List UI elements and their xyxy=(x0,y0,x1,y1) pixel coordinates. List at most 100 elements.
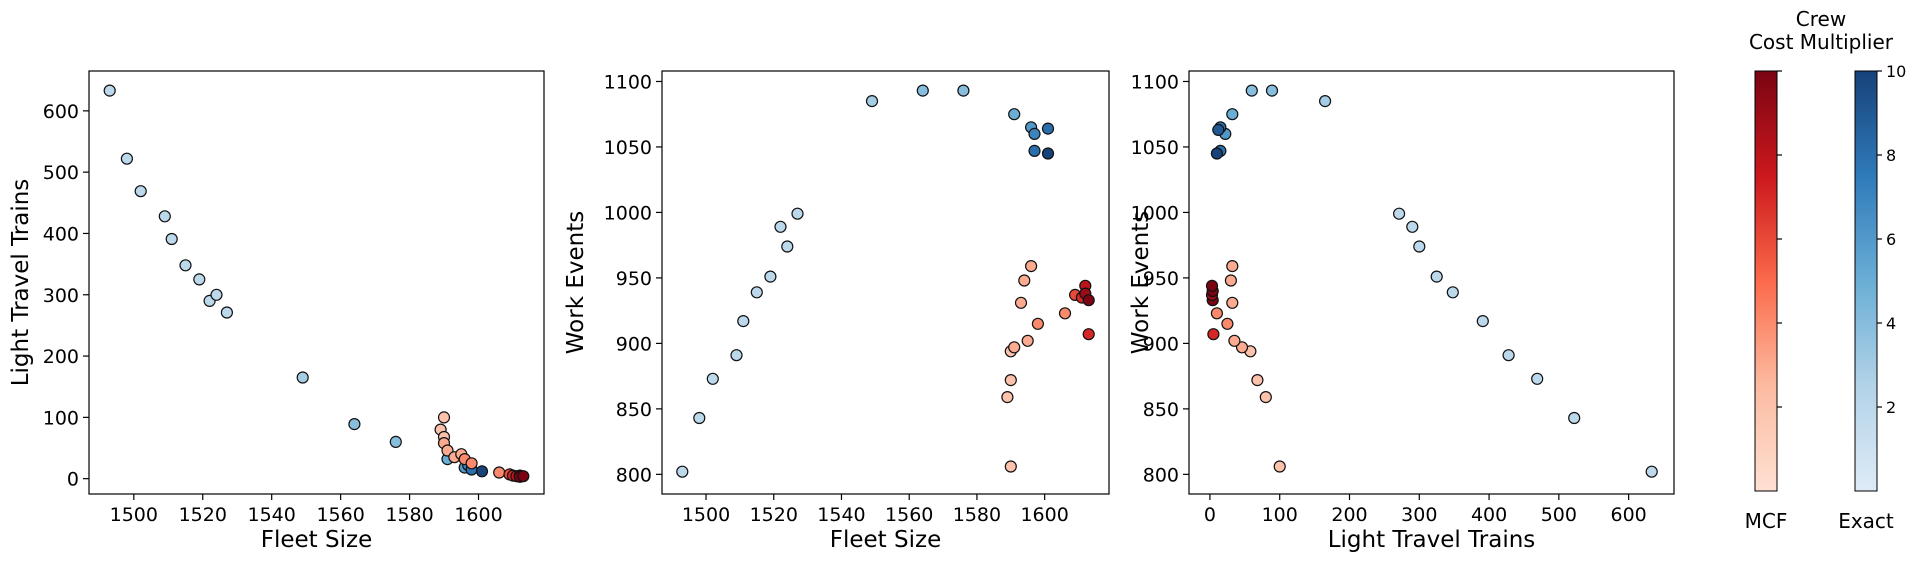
colorbar-title-line2: Cost Multiplier xyxy=(1749,30,1894,54)
exact-point xyxy=(1028,127,1041,140)
x-tick-label: 500 xyxy=(1541,504,1577,526)
exact-point xyxy=(1446,286,1459,299)
exact-point xyxy=(296,371,309,384)
x-tick-label: 1560 xyxy=(316,504,364,526)
x-tick-label: 0 xyxy=(1204,504,1216,526)
exact-point xyxy=(103,84,116,97)
x-tick-label: 600 xyxy=(1611,504,1647,526)
mcf-point xyxy=(1021,334,1034,347)
mcf-point xyxy=(1224,274,1238,287)
exact-point xyxy=(1392,207,1406,220)
y-tick-label: 1000 xyxy=(1131,202,1179,224)
exact-point xyxy=(1476,315,1489,328)
exact-point xyxy=(1413,240,1426,253)
colorbar-tick-label: 10 xyxy=(1886,62,1906,81)
x-tick-label: 1520 xyxy=(750,504,798,526)
exact-point xyxy=(1645,465,1658,478)
y-tick-label: 300 xyxy=(43,285,79,307)
exact-point xyxy=(389,435,402,448)
exact-point xyxy=(781,240,794,253)
scatter-panel-light-travel-vs-work-events: 0 100 200 300 400 500 600 800 850 900 950 1000 1050 1… xyxy=(1128,70,1675,553)
y-tick-label: 1000 xyxy=(604,202,652,224)
y-tick-label: 400 xyxy=(43,223,79,245)
exact-point xyxy=(1502,349,1515,362)
mcf-point xyxy=(1024,260,1038,273)
x-tick-label: 1600 xyxy=(454,504,502,526)
x-tick-label: 300 xyxy=(1401,504,1437,526)
x-axis-label: Fleet Size xyxy=(261,527,372,553)
mcf-point xyxy=(1004,374,1017,387)
mcf-point xyxy=(1004,460,1017,473)
mcf-point xyxy=(437,411,451,424)
exact-point xyxy=(1406,220,1419,233)
mcf-point xyxy=(1221,317,1234,330)
exact-point xyxy=(158,210,171,223)
exact-point xyxy=(165,232,178,246)
plot-frame xyxy=(1188,70,1675,495)
colorbar-exact xyxy=(1854,70,1878,492)
exact-point xyxy=(1568,411,1581,425)
y-tick-label: 600 xyxy=(43,101,79,123)
scatter-panel-fleet-vs-light-travel: 1500 1520 1540 1560 1580 1600 0 100 200 300 400 500… xyxy=(8,70,545,553)
mcf-point xyxy=(517,470,530,483)
exact-point xyxy=(750,286,763,299)
x-tick-label: 1600 xyxy=(1020,504,1068,526)
exact-point xyxy=(737,315,750,328)
mcf-point xyxy=(1210,307,1224,320)
colorbar-label-exact: Exact xyxy=(1838,509,1894,533)
exact-point xyxy=(220,306,233,319)
exact-point xyxy=(764,270,777,283)
x-tick-label: 1500 xyxy=(682,504,730,526)
mcf-point xyxy=(1207,328,1220,341)
y-tick-label: 500 xyxy=(43,162,79,184)
colorbar-label-mcf: MCF xyxy=(1745,509,1788,533)
y-tick-label: 200 xyxy=(43,346,79,368)
mcf-point xyxy=(1226,260,1239,273)
y-tick-label: 1050 xyxy=(1131,137,1179,159)
y-tick-label: 850 xyxy=(616,399,652,421)
x-tick-label: 1540 xyxy=(817,504,865,526)
y-tick-label: 1050 xyxy=(604,137,652,159)
y-tick-label: 900 xyxy=(1143,333,1179,355)
exact-point xyxy=(134,185,147,198)
x-tick-label: 200 xyxy=(1331,504,1367,526)
mcf-point xyxy=(1228,334,1241,347)
mcf-point xyxy=(1082,328,1095,341)
x-tick-label: 1560 xyxy=(885,504,933,526)
y-tick-label: 0 xyxy=(67,469,79,491)
scatter-panel-fleet-vs-work-events: 1500 1520 1540 1560 1580 1600 800 850 900 950 1000… xyxy=(563,70,1110,553)
colorbar-tick-label: 8 xyxy=(1886,146,1896,165)
exact-point xyxy=(1041,147,1055,160)
exact-point xyxy=(1028,144,1041,157)
x-tick-label: 1500 xyxy=(110,504,158,526)
exact-point xyxy=(120,152,134,165)
exact-point xyxy=(706,372,719,385)
exact-point xyxy=(957,84,970,97)
colorbar-mcf xyxy=(1754,70,1778,492)
exact-point xyxy=(475,465,489,478)
exact-point xyxy=(791,207,804,220)
x-axis-label: Light Travel Trains xyxy=(1328,527,1536,553)
mcf-point xyxy=(1251,374,1264,387)
mcf-point xyxy=(1226,296,1239,309)
exact-point xyxy=(1212,123,1225,136)
exact-point xyxy=(1318,94,1332,108)
mcf-point xyxy=(465,457,478,470)
colorbar-tick-label: 4 xyxy=(1886,314,1896,333)
exact-point xyxy=(1008,108,1021,121)
mcf-point xyxy=(493,466,506,479)
x-tick-label: 400 xyxy=(1471,504,1507,526)
exact-point xyxy=(348,418,361,431)
y-tick-label: 950 xyxy=(1143,268,1179,290)
y-tick-label: 950 xyxy=(616,268,652,290)
exact-point xyxy=(865,94,879,108)
y-tick-label: 800 xyxy=(616,464,652,486)
exact-point xyxy=(193,273,206,286)
y-tick-label: 1100 xyxy=(604,71,652,93)
exact-point xyxy=(730,349,743,362)
y-tick-label: 100 xyxy=(43,407,79,429)
y-axis-label: Light Travel Trains xyxy=(8,179,34,387)
x-axis-label: Fleet Size xyxy=(830,527,941,553)
y-tick-label: 850 xyxy=(1143,399,1179,421)
